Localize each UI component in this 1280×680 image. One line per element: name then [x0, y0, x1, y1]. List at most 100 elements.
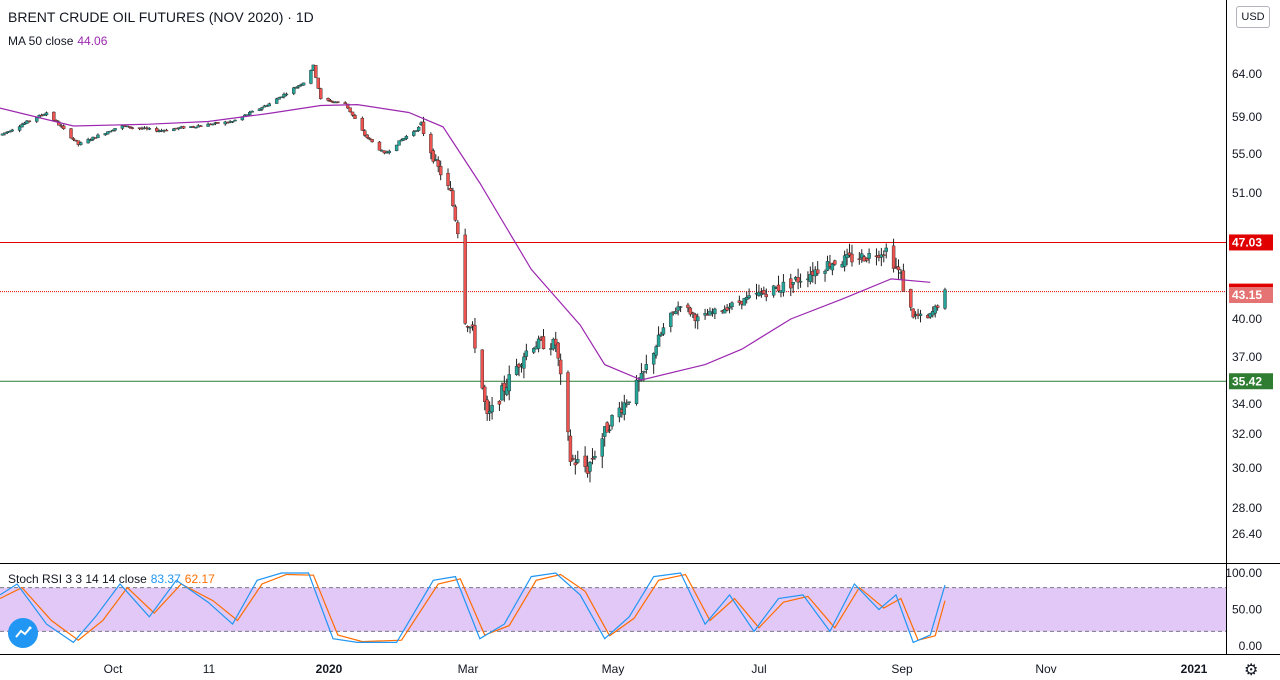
candle-body [490, 405, 494, 413]
candle-body [882, 254, 886, 256]
ma-legend-value: 44.06 [77, 34, 108, 48]
candle-body [634, 379, 639, 404]
candle-body [833, 260, 837, 265]
level-label: 43.15 [1232, 288, 1262, 302]
candle-body [402, 137, 406, 141]
candle-body [864, 258, 869, 261]
candle-body [172, 128, 176, 132]
candle-body [796, 277, 800, 283]
stoch-tick-label: 50.00 [1232, 603, 1262, 617]
candle-body [206, 123, 210, 127]
tradingview-cloud-icon[interactable] [8, 618, 38, 648]
candle-body [798, 280, 803, 283]
level-label-bg [1229, 234, 1273, 251]
candle-body [644, 364, 649, 370]
candle-body [607, 429, 612, 432]
candle-body [696, 316, 700, 322]
candle-body [627, 401, 631, 403]
candle-body [896, 266, 901, 271]
candle-body [61, 125, 66, 129]
candle-body [74, 139, 78, 142]
candle-body [96, 134, 100, 139]
candle-body [465, 326, 470, 328]
candle-body [588, 461, 592, 472]
candle-body [691, 312, 695, 314]
candle-body [725, 307, 729, 311]
candle-body [541, 336, 546, 350]
chart-title: BRENT CRUDE OIL FUTURES (NOV 2020) · 1D [8, 9, 314, 25]
candle-body [659, 333, 663, 336]
candle-body [360, 117, 365, 131]
candle-body [857, 258, 862, 260]
candle-body [147, 128, 152, 130]
time-tick-label: Sep [891, 662, 913, 676]
candle-body [536, 338, 541, 349]
candle-body [823, 270, 827, 274]
candle-body [727, 306, 732, 309]
candle-body [194, 126, 198, 129]
candle-body [642, 371, 646, 373]
candle-body [52, 111, 56, 121]
stoch-rsi-pane[interactable] [0, 572, 1226, 644]
candle-body [164, 129, 169, 132]
candle-body [688, 307, 693, 315]
candle-body [532, 348, 536, 353]
candle-body [918, 313, 923, 316]
time-tick-label: Mar [458, 662, 479, 676]
candle-body [742, 298, 746, 306]
candle-body [35, 117, 39, 122]
candle-body [676, 306, 680, 311]
candle-body [10, 129, 14, 132]
candle-body [404, 135, 409, 139]
candle-body [448, 188, 453, 191]
candle-body [558, 359, 563, 375]
price-tick-label: 51.00 [1232, 186, 1262, 200]
candle-body [363, 130, 367, 136]
candle-body [416, 126, 421, 131]
candle-body [284, 93, 289, 96]
candle-body [314, 65, 318, 78]
candle-body [830, 263, 835, 271]
stoch-k-line [0, 572, 946, 644]
time-tick-label: May [602, 662, 625, 676]
stoch-band [0, 587, 1226, 632]
candle-body [199, 125, 203, 127]
price-tick-label: 26.40 [1232, 527, 1262, 541]
candle-body [808, 274, 813, 282]
candle-body [245, 114, 249, 116]
candle-body [891, 245, 896, 269]
candle-body [296, 85, 301, 88]
currency-button[interactable]: USD [1236, 6, 1270, 28]
candle-body [260, 107, 264, 110]
candle-body [301, 82, 306, 86]
candle-body [8, 131, 12, 133]
candle-body [69, 128, 73, 139]
candle-body [248, 111, 252, 115]
candle-body [943, 289, 947, 309]
price-pane[interactable] [0, 64, 1226, 483]
candle-body [605, 422, 609, 433]
candle-body [610, 415, 614, 427]
candle-body [673, 311, 678, 314]
candle-body [669, 312, 673, 327]
candle-body [345, 103, 350, 109]
candle-body [566, 372, 570, 433]
candle-body [316, 77, 320, 89]
candle-body [414, 130, 418, 132]
candle-body [568, 435, 573, 462]
candle-body [27, 120, 32, 123]
candle-body [815, 269, 820, 274]
candle-body [730, 302, 734, 308]
candle-body [348, 107, 352, 113]
candle-body [722, 309, 727, 314]
candle-body [353, 115, 357, 119]
candle-body [909, 288, 913, 308]
candle-body [113, 128, 117, 131]
candle-body [554, 338, 558, 346]
candle-body [3, 132, 7, 135]
stoch-legend: Stoch RSI 3 3 14 14 close 83.37 62.17 [8, 572, 215, 586]
gear-icon[interactable]: ⚙ [1244, 662, 1259, 679]
candle-body [86, 139, 90, 144]
